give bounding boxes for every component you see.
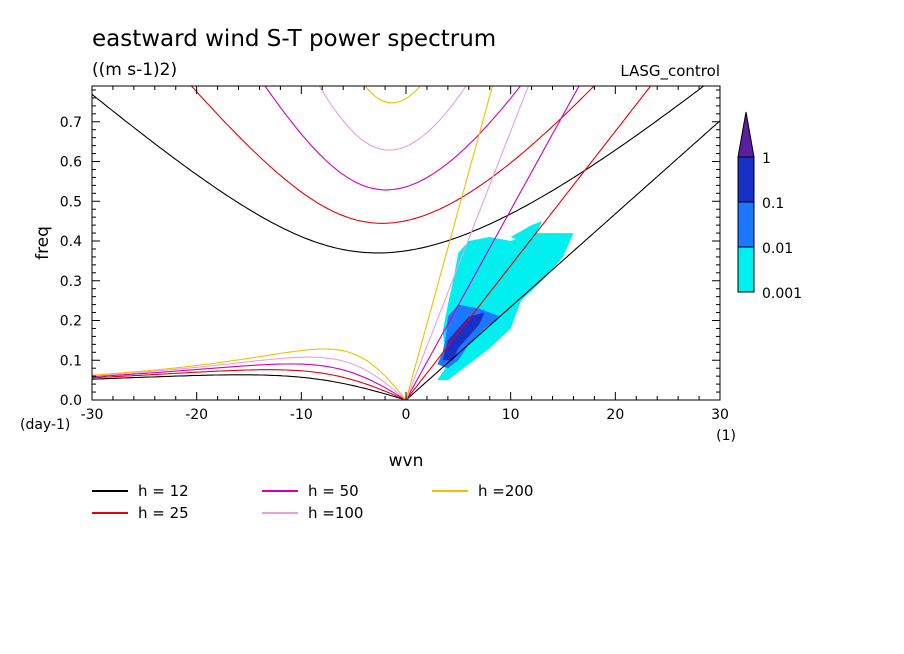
colorbar-label: 0.001 [762, 286, 802, 302]
x-tick-label: 10 [502, 407, 520, 423]
curve-h50-ig [264, 86, 522, 191]
curve-h12-ig [92, 86, 705, 254]
power-region-1 [437, 233, 574, 381]
x-tick-label: 30 [711, 407, 729, 423]
curve-h200-kelvin [405, 86, 494, 400]
curve-h25-rossby [92, 369, 407, 400]
y-tick-label: 0.5 [60, 194, 82, 210]
x-tick-label: -10 [290, 407, 313, 423]
legend-label: h =100 [308, 504, 363, 522]
curve-h100-ig [318, 86, 467, 151]
colorbar-box [737, 156, 755, 203]
x-axis-label: wvn [389, 451, 424, 471]
colorbar-box [737, 201, 755, 248]
y-tick-label: 0.4 [60, 234, 82, 250]
y-tick-label: 0.3 [60, 274, 82, 290]
y-tick-label: 0.7 [60, 115, 82, 131]
chart-title: eastward wind S-T power spectrum [92, 26, 496, 52]
x-tick-label: -20 [185, 407, 208, 423]
curve-h12-rossby [92, 374, 407, 400]
curve-h200-rossby [92, 348, 407, 400]
y-tick-label: 0.6 [60, 155, 82, 171]
dispersion-curves [92, 86, 720, 400]
run-label: LASG_control [620, 62, 720, 81]
legend-label: h = 12 [138, 482, 189, 500]
chart-subtitle: ((m s-1)2) [92, 60, 177, 80]
x-tick-label: 0 [402, 407, 411, 423]
curve-h200-ig [364, 86, 422, 104]
curve-h50-kelvin [405, 86, 580, 400]
x-axis-unit: (1) [716, 428, 736, 444]
curve-h100-rossby [92, 356, 407, 400]
legend-label: h = 25 [138, 504, 189, 522]
y-axis-label: freq [33, 226, 53, 260]
legend-label: h = 50 [308, 482, 359, 500]
curve-h25-kelvin [405, 86, 652, 400]
power-region-4 [442, 312, 485, 361]
legend-label: h =200 [478, 482, 533, 500]
colorbar-label: 0.1 [762, 196, 784, 212]
curve-h12-kelvin [405, 120, 720, 400]
curve-h100-kelvin [405, 86, 529, 400]
plot-frame [91, 85, 721, 401]
y-tick-label: 0.1 [60, 353, 82, 369]
x-tick-label: 20 [606, 407, 624, 423]
axis-ticks: -30 -20 -10 0 10 20 30 0.0 0.1 0.2 0.3 0.4 0.5 0.6 0.7 [60, 86, 729, 423]
y-tick-label: 0.0 [60, 393, 82, 409]
y-axis-unit: (day-1) [20, 417, 70, 433]
power-region-2 [510, 221, 543, 241]
legend: h = 12 h = 25 h = 50 h =100 h =200 [92, 482, 533, 522]
curve-h50-rossby [92, 363, 407, 400]
x-tick-label: -30 [81, 407, 104, 423]
colorbar-triangle [737, 111, 755, 158]
colorbar-label: 0.01 [762, 241, 793, 257]
colorbar: 0.001 0.01 0.1 1 [737, 111, 802, 302]
colorbar-box [737, 246, 755, 293]
power-shading [437, 221, 574, 381]
y-tick-label: 0.2 [60, 314, 82, 330]
colorbar-label: 1 [762, 151, 771, 167]
